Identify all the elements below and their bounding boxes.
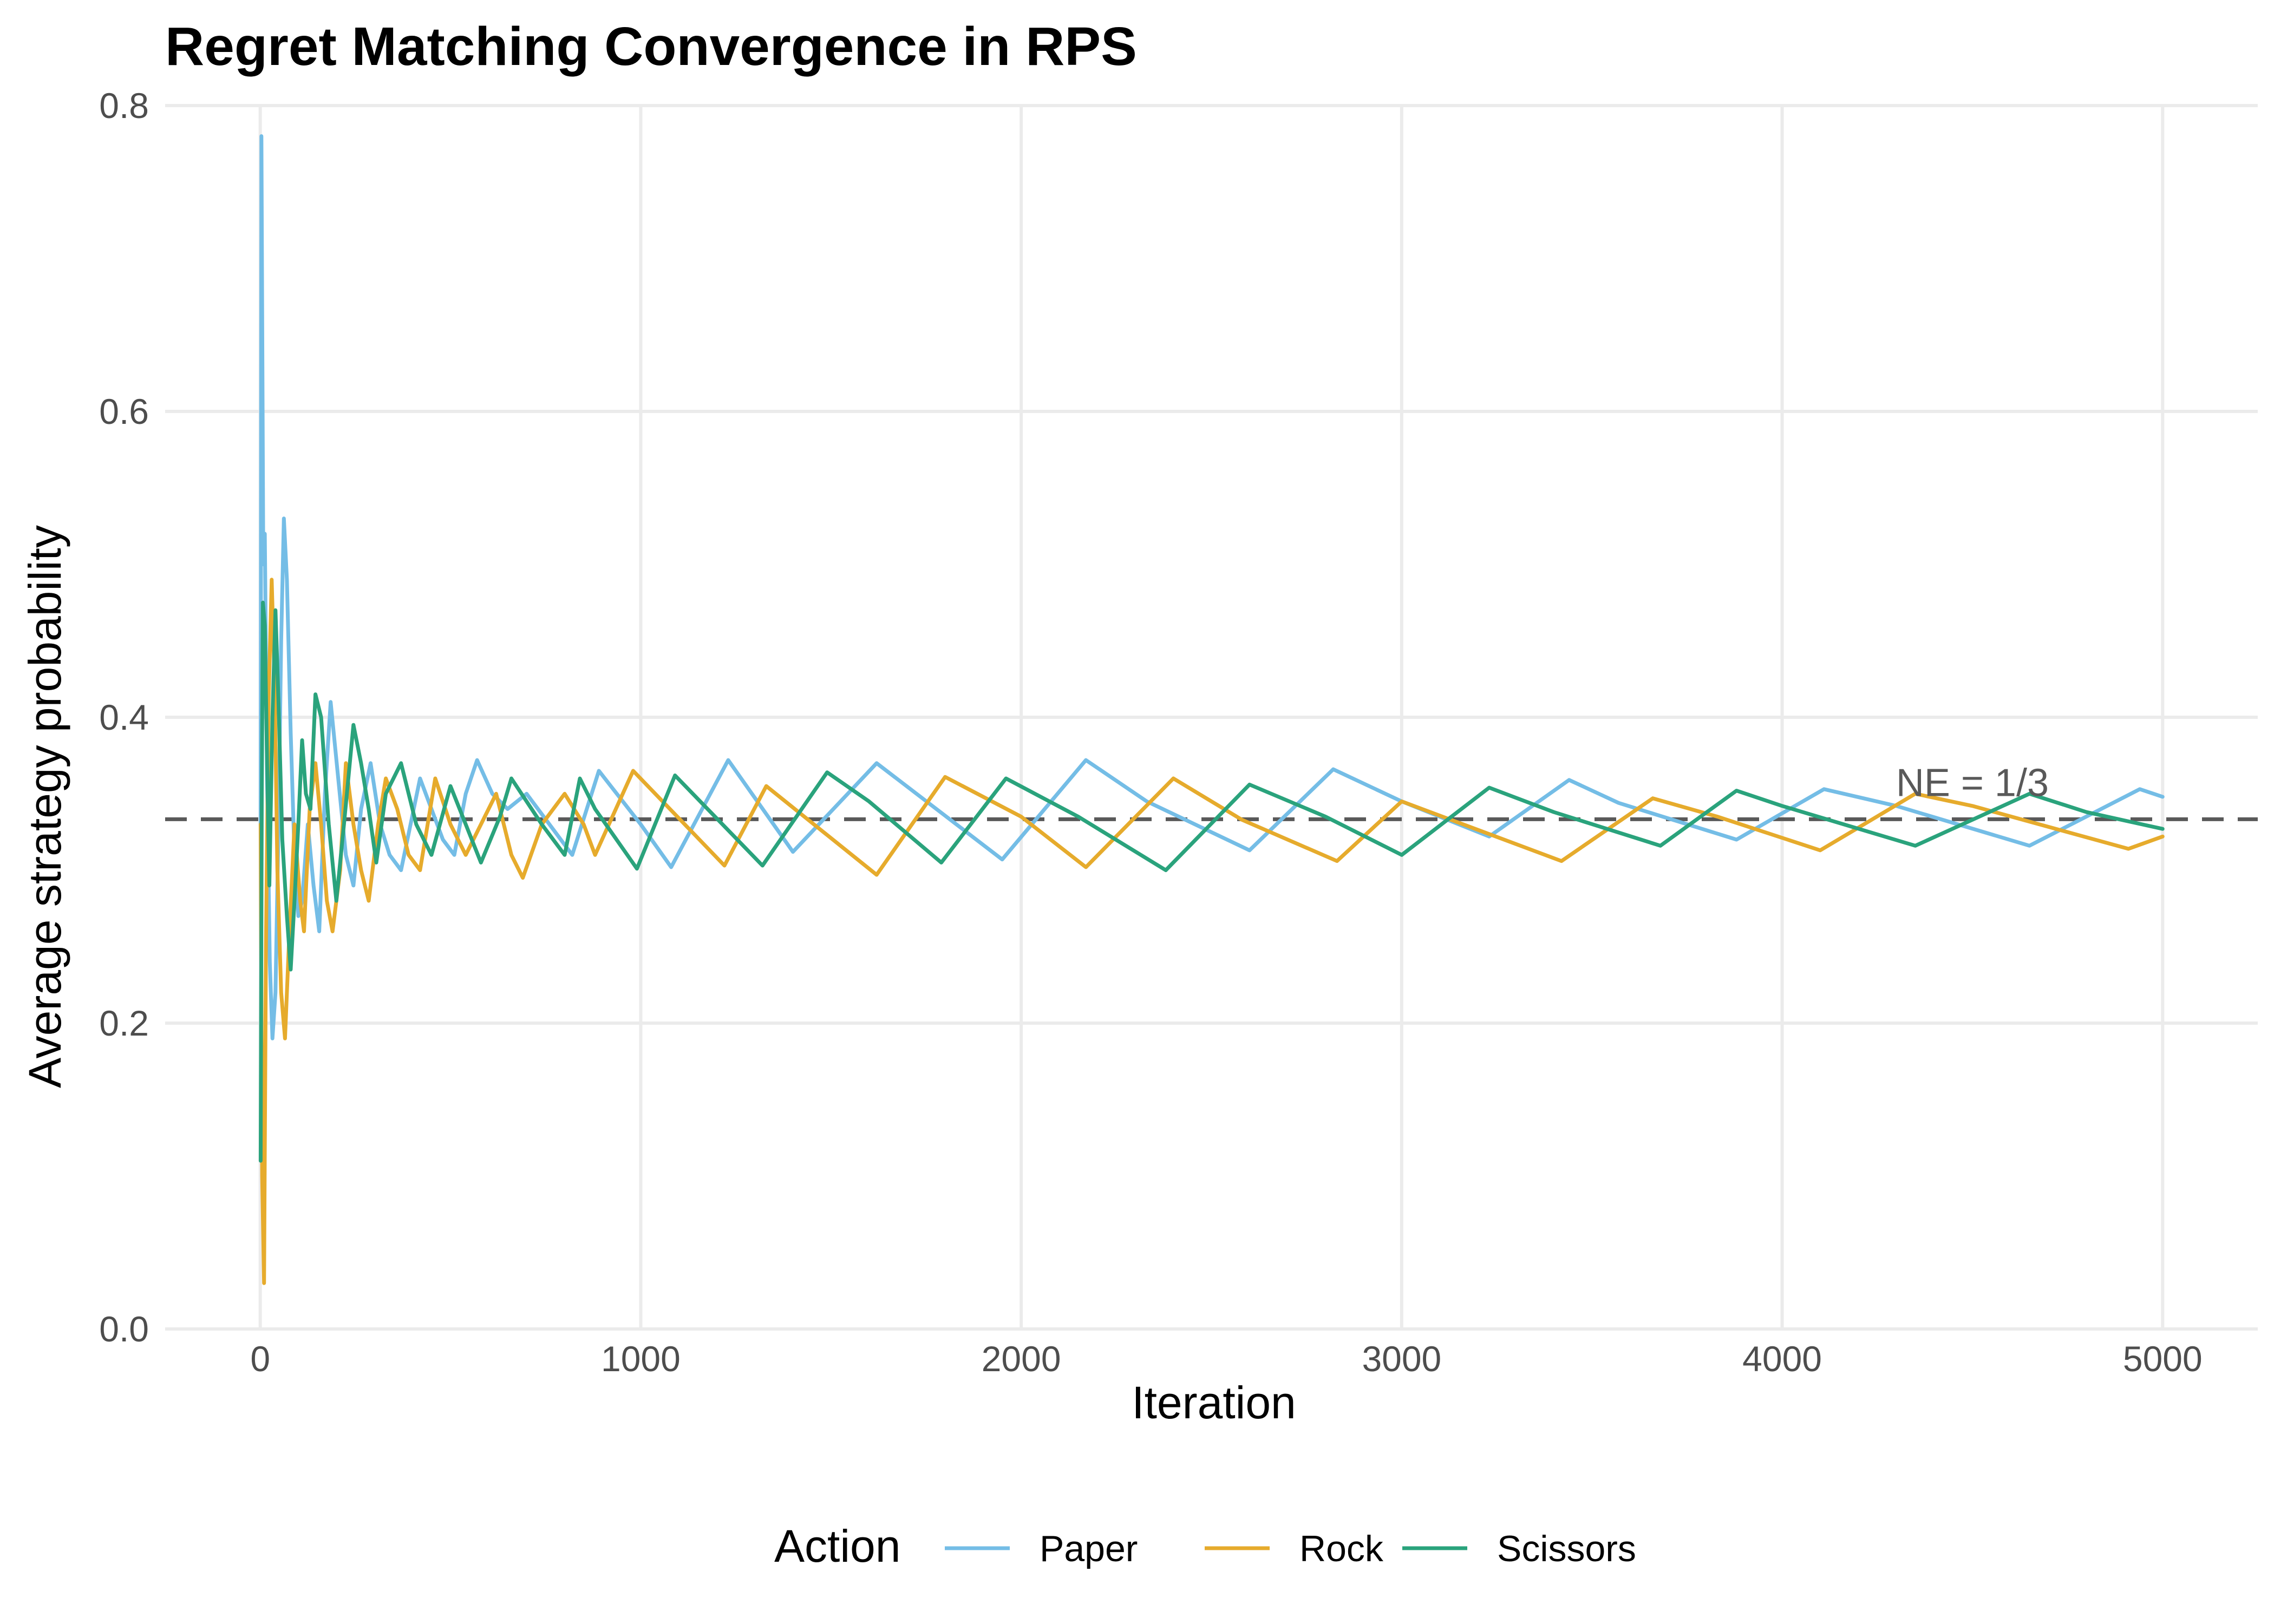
x-tick-label: 4000 bbox=[1742, 1339, 1822, 1379]
x-tick-label: 0 bbox=[250, 1339, 270, 1379]
nash-equilibrium-label: NE = 1/3 bbox=[1896, 761, 2049, 804]
legend-label-scissors: Scissors bbox=[1497, 1528, 1636, 1569]
y-tick-label: 0.8 bbox=[99, 86, 149, 126]
legend: Action Paper Rock Scissors bbox=[774, 1521, 1636, 1571]
y-tick-label: 0.4 bbox=[99, 697, 149, 737]
y-tick-label: 0.2 bbox=[99, 1003, 149, 1043]
legend-title: Action bbox=[774, 1521, 900, 1571]
y-tick-label: 0.0 bbox=[99, 1309, 149, 1349]
x-tick-label: 3000 bbox=[1362, 1339, 1441, 1379]
series-line-scissors bbox=[258, 600, 2165, 1163]
y-tick-label: 0.6 bbox=[99, 391, 149, 431]
series-line-paper bbox=[258, 134, 2165, 1040]
x-axis-title: Iteration bbox=[1132, 1377, 1296, 1428]
series-group bbox=[258, 134, 2165, 1285]
legend-label-rock: Rock bbox=[1299, 1528, 1384, 1569]
y-tick-labels: 0.0 0.2 0.4 0.6 0.8 bbox=[99, 86, 149, 1349]
x-tick-label: 5000 bbox=[2123, 1339, 2203, 1379]
chart-title: Regret Matching Convergence in RPS bbox=[165, 16, 1137, 77]
x-tick-labels: 0 1000 2000 3000 4000 5000 bbox=[250, 1339, 2202, 1379]
y-axis-title: Average strategy probability bbox=[19, 525, 70, 1088]
grid bbox=[165, 104, 2258, 1331]
x-tick-label: 2000 bbox=[982, 1339, 1061, 1379]
x-tick-label: 1000 bbox=[601, 1339, 681, 1379]
legend-label-paper: Paper bbox=[1040, 1528, 1138, 1569]
series-line-rock bbox=[258, 578, 2165, 1285]
